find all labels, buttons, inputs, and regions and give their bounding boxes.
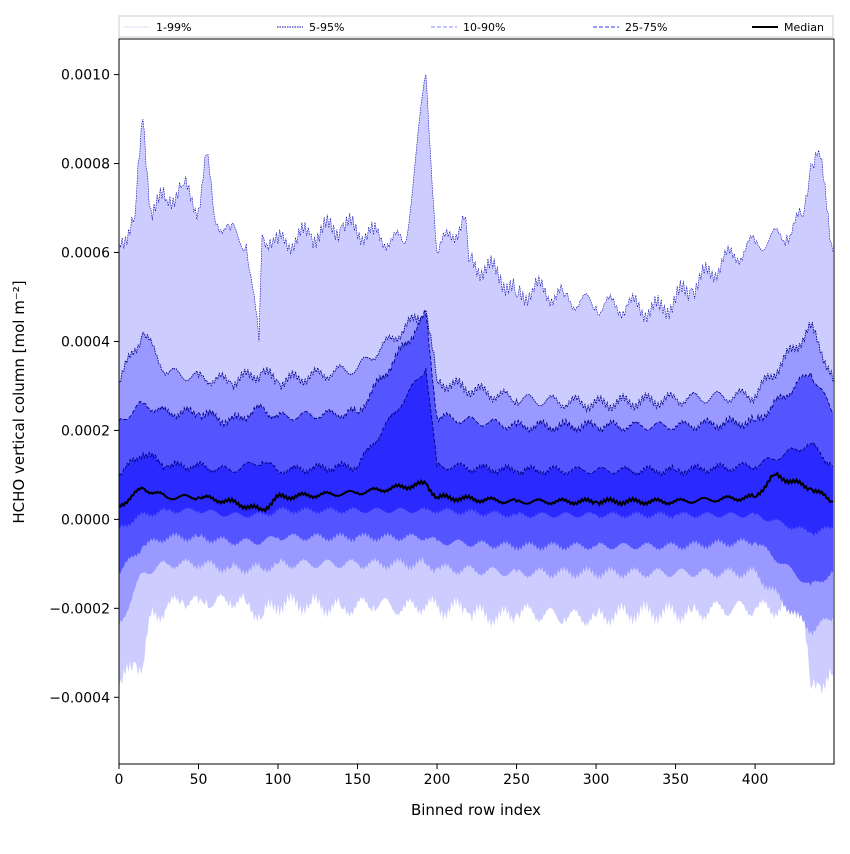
legend-label: 5-95%: [309, 21, 344, 34]
x-tick-label: 350: [662, 772, 689, 788]
x-axis: 0 50 100 150 200 250 300 350 400: [115, 764, 769, 788]
band-10-90-upper-line: [119, 309, 834, 435]
plot-frame: [118, 38, 835, 765]
legend-label: 1-99%: [156, 21, 191, 34]
band-1-99-upper-line: [119, 74, 834, 342]
x-tick-label: 200: [424, 772, 451, 788]
plot-area: [119, 74, 834, 695]
x-tick-label: 400: [742, 772, 769, 788]
legend-label: Median: [784, 21, 824, 34]
y-tick-label: 0.0006: [61, 245, 110, 261]
y-tick-label: −0.0002: [49, 601, 110, 617]
x-tick-label: 100: [265, 772, 292, 788]
band-10-90-area: [119, 310, 833, 587]
legend-frame: [118, 15, 834, 38]
x-tick-label: 300: [583, 772, 610, 788]
x-tick-label: 50: [190, 772, 208, 788]
y-axis-label: HCHO vertical column [mol m⁻²]: [10, 280, 28, 523]
legend: 1-99% 5-95% 10-90% 25-75% Median: [118, 15, 834, 38]
y-tick-label: 0.0002: [61, 423, 110, 439]
x-axis-label: Binned row index: [411, 801, 541, 819]
y-axis: −0.0004 −0.0002 0.0000 0.0002 0.0004 0.0006 0.…: [49, 68, 119, 706]
median-line: [119, 471, 834, 514]
x-tick-label: 150: [344, 772, 371, 788]
x-tick-label: 0: [115, 772, 124, 788]
x-tick-label: 250: [503, 772, 530, 788]
y-tick-label: 0.0008: [61, 157, 110, 173]
legend-label: 10-90%: [463, 21, 505, 34]
y-tick-label: −0.0004: [49, 690, 110, 706]
y-tick-label: 0.0010: [61, 68, 110, 84]
legend-label: 25-75%: [625, 21, 667, 34]
y-tick-label: 0.0000: [61, 512, 110, 528]
y-tick-label: 0.0004: [61, 334, 110, 350]
